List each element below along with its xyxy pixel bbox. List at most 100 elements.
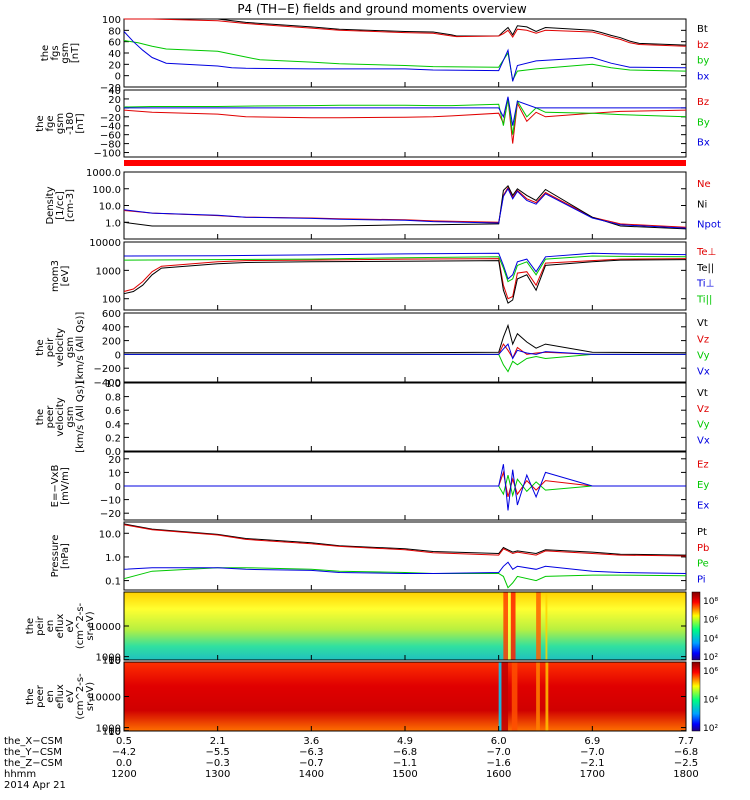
series-line-ti- bbox=[123, 255, 687, 283]
legend-entry: Ti⊥ bbox=[696, 279, 714, 290]
panel-frame bbox=[123, 521, 687, 591]
series-line-ey bbox=[124, 474, 686, 498]
y-tick-label: 100 bbox=[102, 295, 121, 306]
series-line-bz bbox=[124, 18, 687, 47]
y-tick-label: 0 bbox=[115, 482, 121, 493]
legend-entry: Vy bbox=[697, 420, 710, 431]
y-axis-label: peer bbox=[35, 684, 46, 708]
series-line-npot bbox=[123, 187, 687, 229]
y-axis-label: the bbox=[40, 45, 51, 61]
series-line-pe bbox=[123, 567, 687, 589]
panel-frame bbox=[123, 171, 687, 240]
x-row-value: 0.5 bbox=[116, 736, 132, 747]
y-tick-label: −20 bbox=[100, 509, 121, 520]
x-row-value: 1500 bbox=[392, 769, 417, 780]
x-row-value: 1300 bbox=[205, 769, 230, 780]
x-row-value: −2.1 bbox=[580, 758, 604, 769]
y-axis-label: Pressure bbox=[50, 535, 61, 578]
y-axis-label: [km/s (All Qs)] bbox=[75, 312, 86, 384]
series-line-pt bbox=[123, 523, 687, 556]
legend-entry: Pt bbox=[697, 527, 707, 538]
x-row-value: −0.3 bbox=[206, 758, 230, 769]
y-tick-label: 40 bbox=[108, 86, 121, 97]
x-row-value: 0.0 bbox=[116, 758, 132, 769]
y-tick-label: 1000.0 bbox=[86, 168, 121, 179]
y-tick-label: 20 bbox=[108, 60, 121, 71]
y-axis-label: [mV/m] bbox=[60, 467, 71, 505]
y-axis-label: [nT] bbox=[70, 43, 81, 63]
x-row-value: −6.3 bbox=[299, 747, 323, 758]
y-tick-label: 0.2 bbox=[105, 433, 121, 444]
y-tick-label: 1.0 bbox=[105, 553, 121, 564]
y-axis-label: peer bbox=[45, 405, 56, 429]
panel-frame bbox=[123, 382, 687, 452]
heatmap-body bbox=[124, 662, 686, 731]
y-axis-label: eV bbox=[65, 619, 76, 632]
y-tick-label: 10 bbox=[108, 656, 121, 667]
panel-efield: 20 10 0 −10 −20 E=−VxB [mV/m] Ez Ey Ex bbox=[50, 451, 709, 521]
colorbar-tick-label: 10² bbox=[703, 724, 718, 734]
y-tick-label: 0.0 bbox=[105, 447, 121, 458]
y-axis-label: sr-eV) bbox=[85, 682, 96, 711]
mode-bar bbox=[124, 160, 686, 166]
legend-entry: Pi bbox=[697, 575, 706, 586]
legend-entry: Bt bbox=[697, 24, 708, 35]
x-row-value: −5.5 bbox=[206, 747, 230, 758]
x-row-label: the_Z−CSM bbox=[4, 758, 63, 769]
panel-temperature: 10000 1000 100 mom3 [eV] Te⊥ Te|| Ti⊥ Ti|| bbox=[50, 238, 716, 311]
colorbar-tick-label: 10⁶ bbox=[703, 667, 718, 677]
y-tick-label: 40 bbox=[108, 49, 121, 60]
y-axis-label: -180 bbox=[65, 112, 76, 135]
y-tick-label: 100 bbox=[102, 656, 121, 667]
y-axis-label: peir bbox=[45, 337, 56, 357]
legend-entry: Vx bbox=[697, 366, 710, 377]
y-axis-label: [nPa] bbox=[60, 543, 71, 569]
series-line-bz bbox=[123, 98, 687, 144]
y-axis-label: (cm^2-s- bbox=[75, 602, 86, 649]
legend-entry: Pb bbox=[697, 543, 709, 554]
legend-entry: Te⊥ bbox=[696, 247, 716, 258]
x-row-label: hhmm bbox=[4, 769, 36, 780]
y-tick-label: 20 bbox=[108, 95, 121, 106]
y-axis-label: the bbox=[35, 115, 46, 131]
x-row-value: 6.9 bbox=[584, 736, 600, 747]
colorbar bbox=[691, 661, 701, 732]
x-row-value: −4.2 bbox=[112, 747, 136, 758]
series-line-bt bbox=[124, 18, 687, 46]
series-line-ni bbox=[123, 184, 687, 230]
legend-entry: Bx bbox=[697, 138, 710, 149]
series-line-te- bbox=[123, 259, 687, 304]
panel-peer: 1.0 0.8 0.6 0.4 0.2 0.0 the peer velocity gsm [km/… bbox=[35, 379, 710, 458]
colorbar-tick-label: 10⁴ bbox=[703, 634, 718, 644]
panel-frame bbox=[123, 89, 687, 158]
y-axis-label: [nT] bbox=[75, 113, 86, 133]
y-axis-label: eflux bbox=[55, 614, 66, 639]
legend-entry: Vt bbox=[697, 388, 708, 399]
legend-entry: Ex bbox=[697, 500, 709, 511]
series-line-vx bbox=[124, 343, 686, 360]
x-row-value: 1700 bbox=[580, 769, 605, 780]
series-line-pb bbox=[123, 524, 687, 557]
legend-entry: Npot bbox=[697, 220, 721, 231]
y-tick-label: 0.8 bbox=[105, 393, 121, 404]
x-row-value: −1.1 bbox=[393, 758, 417, 769]
x-row-value: 4.9 bbox=[397, 736, 413, 747]
y-axis-label: fgs bbox=[50, 45, 61, 60]
x-row-label: the_X−CSM bbox=[4, 736, 63, 747]
y-tick-label: −40 bbox=[100, 122, 121, 133]
heatmap-event-1 bbox=[508, 592, 511, 660]
y-tick-label: 600 bbox=[102, 309, 121, 320]
y-axis-label: fge bbox=[45, 115, 56, 131]
x-row-value: −6.8 bbox=[393, 747, 417, 758]
series-line-bx bbox=[124, 96, 686, 126]
legend-entry: Vz bbox=[697, 334, 709, 345]
y-tick-label: 10.0 bbox=[99, 529, 121, 540]
x-row-value: −7.0 bbox=[580, 747, 604, 758]
heatmap-event-4 bbox=[545, 662, 549, 731]
heatmap-event-3 bbox=[536, 592, 541, 660]
heatmap-event-2 bbox=[510, 592, 516, 660]
y-tick-label: 100 bbox=[102, 15, 121, 26]
y-tick-label: 0.4 bbox=[105, 420, 121, 431]
